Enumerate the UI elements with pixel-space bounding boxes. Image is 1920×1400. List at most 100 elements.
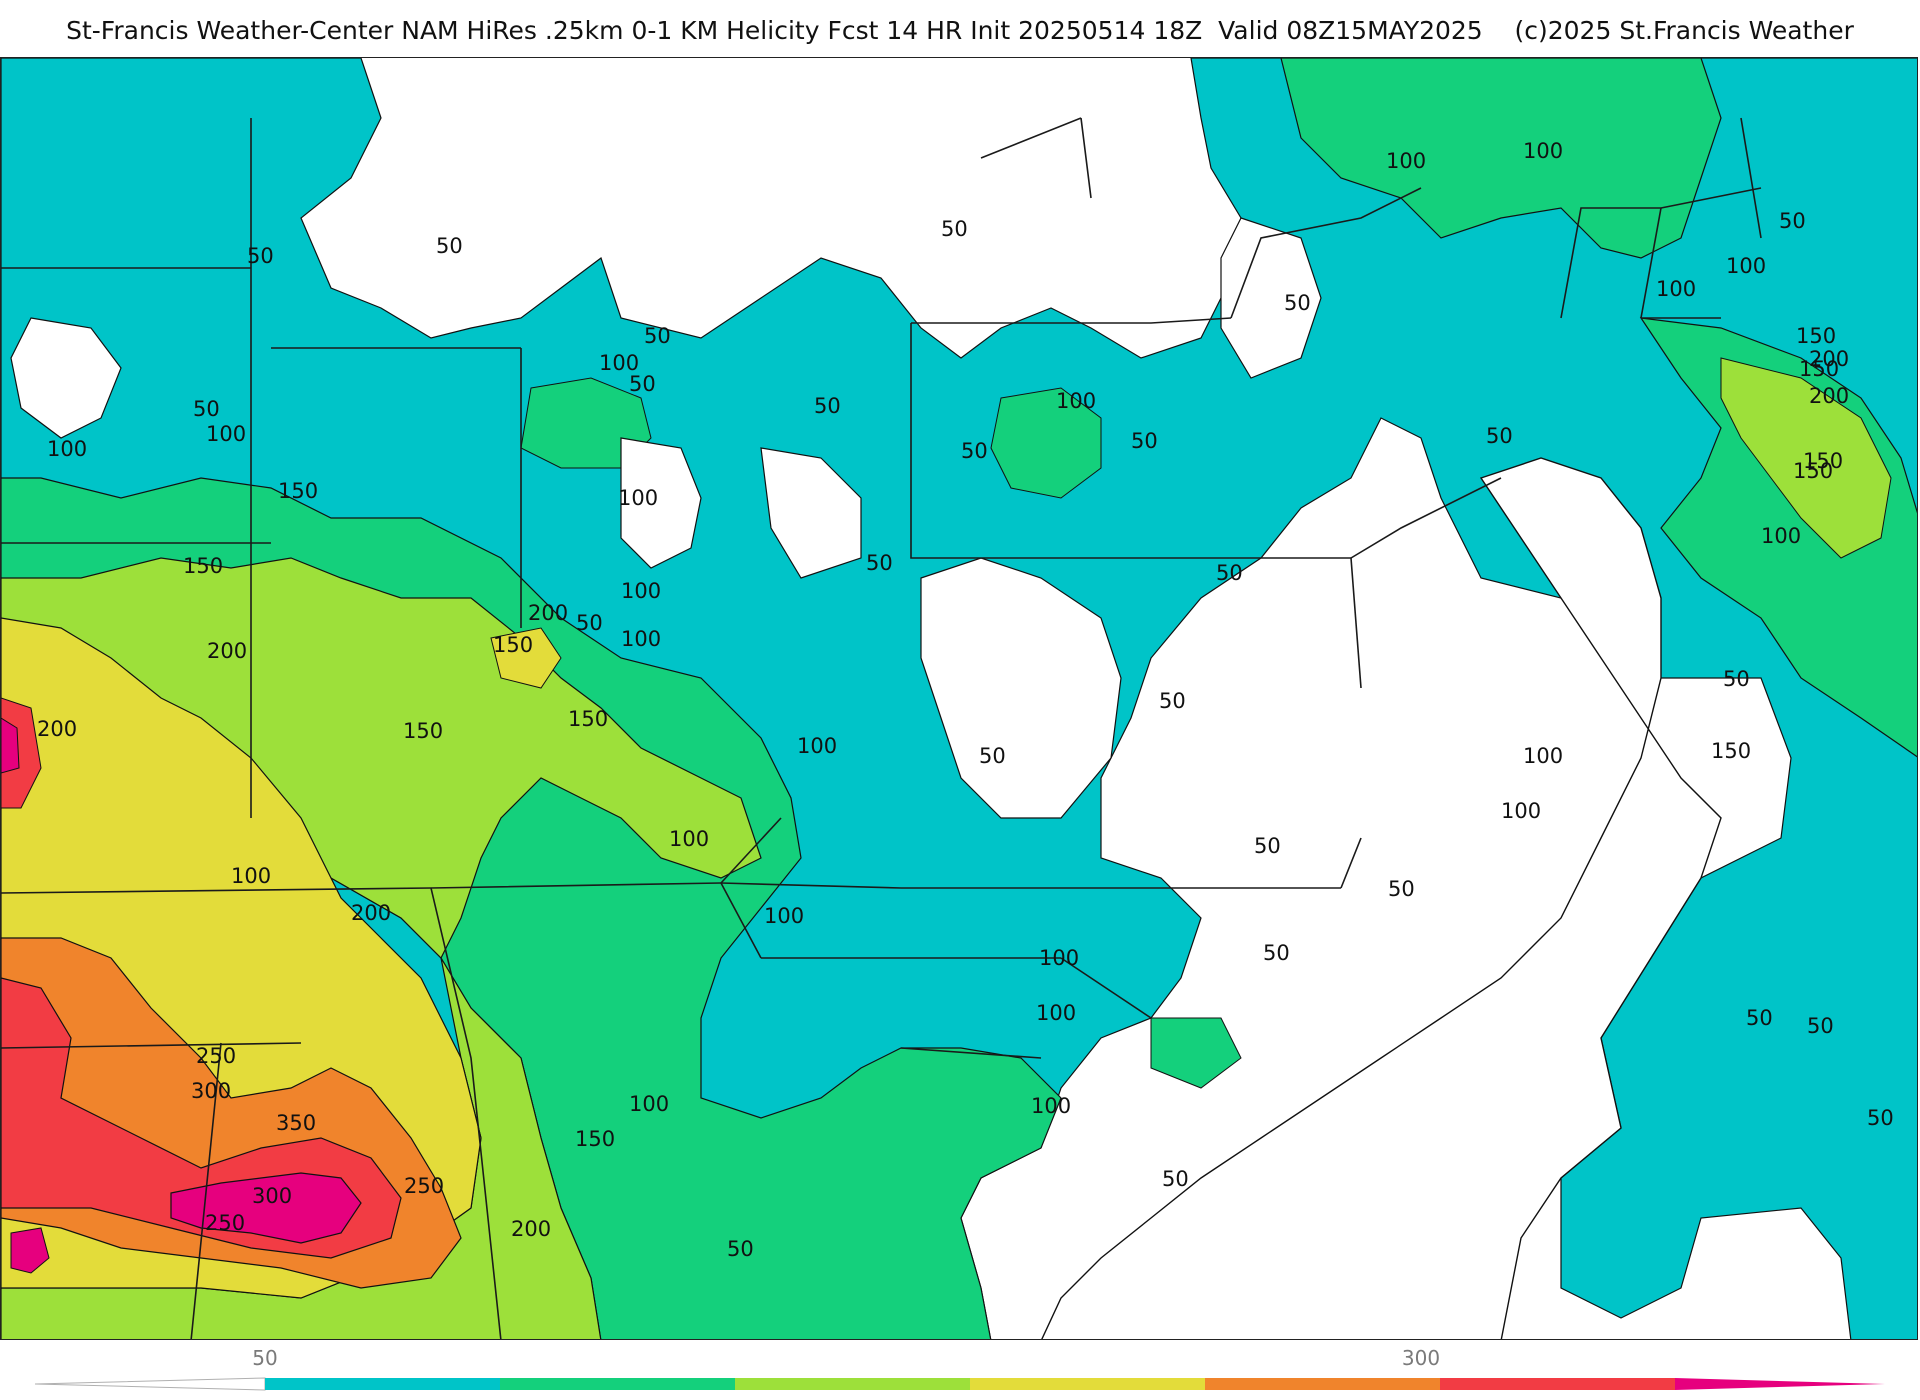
contour-label: 100 (1501, 799, 1541, 823)
contour-label: 50 (866, 551, 893, 575)
helicity-map: 100 100 50 50 50 50 100 50 100 50 50 50 … (0, 57, 1918, 1340)
contour-label: 50 (1159, 689, 1186, 713)
contour-label: 100 (206, 422, 246, 446)
contour-label: 100 (618, 486, 658, 510)
contour-label: 100 (1036, 1001, 1076, 1025)
contour-label: 50 (1263, 941, 1290, 965)
contour-label: 100 (1056, 389, 1096, 413)
contour-label: 100 (599, 351, 639, 375)
atlantic-ocean-low (1041, 457, 1722, 1339)
contour-label: 200 (37, 717, 77, 741)
contour-label: 50 (1807, 1014, 1834, 1038)
contour-label: 150 (1793, 459, 1833, 483)
contour-label: 50 (1131, 429, 1158, 453)
colorbar-segment (970, 1378, 1206, 1390)
contour-label: 150 (1711, 739, 1751, 763)
contour-label: 150 (183, 554, 223, 578)
contour-label: 100 (669, 827, 709, 851)
contour-label: 50 (1746, 1006, 1773, 1030)
colorbar-tick-label: 50 (252, 1346, 278, 1370)
contour-label: 100 (764, 904, 804, 928)
contour-label: 150 (1799, 357, 1839, 381)
contour-label: 50 (961, 439, 988, 463)
contour-label: 50 (727, 1237, 754, 1261)
contour-labels: 100 100 50 50 50 50 100 50 100 50 50 50 … (37, 139, 1894, 1261)
contour-label: 50 (1779, 209, 1806, 233)
colorbar-tick-label: 300 (1401, 1346, 1441, 1370)
contour-label: 50 (1216, 561, 1243, 585)
helicity-fill-350 (170, 1172, 362, 1244)
contour-label: 50 (1162, 1167, 1189, 1191)
helicity-fill-100-blob-c (1150, 1017, 1242, 1089)
map-title: St-Francis Weather-Center NAM HiRes .25k… (66, 16, 1854, 45)
contour-label: 300 (191, 1079, 231, 1103)
contour-label: 350 (276, 1111, 316, 1135)
colorbar-segment (500, 1378, 736, 1390)
contour-label: 50 (1486, 424, 1513, 448)
contour-label: 100 (1656, 277, 1696, 301)
contour-label: 100 (1523, 744, 1563, 768)
colorbar-gradient (34, 1377, 1885, 1391)
state-borders (1, 117, 1762, 1339)
helicity-white-pocket-5 (1220, 217, 1322, 379)
contour-label: 100 (1386, 149, 1426, 173)
contour-label: 100 (47, 437, 87, 461)
contour-label: 50 (629, 372, 656, 396)
contour-label: 200 (1809, 347, 1849, 371)
helicity-white-pocket-2 (10, 317, 122, 439)
contour-label: 50 (644, 324, 671, 348)
contour-label: 300 (252, 1184, 292, 1208)
contour-label: 50 (1388, 877, 1415, 901)
contour-label: 100 (1031, 1094, 1071, 1118)
contour-label: 50 (1867, 1106, 1894, 1130)
contour-label: 100 (231, 864, 271, 888)
contour-label: 150 (568, 707, 608, 731)
contour-label: 100 (621, 627, 661, 651)
contour-label: 100 (621, 579, 661, 603)
colorbar-segment (1440, 1378, 1676, 1390)
contour-label: 100 (797, 734, 837, 758)
helicity-fill-350-far-west (1, 717, 20, 774)
colorbar-segment (265, 1378, 501, 1390)
contour-label: 50 (1723, 667, 1750, 691)
helicity-white-pocket-4 (760, 447, 862, 579)
contour-label: 250 (196, 1044, 236, 1068)
contour-label: 50 (193, 397, 220, 421)
helicity-fill-150-northeast (1720, 357, 1892, 559)
contour-label: 50 (247, 244, 274, 268)
contour-label: 100 (629, 1092, 669, 1116)
contour-label: 150 (1803, 449, 1843, 473)
contour-label: 100 (1039, 946, 1079, 970)
contour-label: 100 (1761, 524, 1801, 548)
helicity-fill-350-west (10, 1227, 50, 1274)
contour-label: 250 (404, 1174, 444, 1198)
contour-label: 150 (493, 633, 533, 657)
map-canvas: 100 100 50 50 50 50 100 50 100 50 50 50 … (1, 58, 1917, 1339)
contour-label: 50 (1254, 834, 1281, 858)
contour-label: 150 (575, 1127, 615, 1151)
contour-label: 50 (979, 744, 1006, 768)
contour-label: 150 (278, 479, 318, 503)
contour-label: 200 (528, 601, 568, 625)
contour-label: 100 (1726, 254, 1766, 278)
colorbar-segment (1675, 1378, 1885, 1390)
contour-label: 200 (207, 639, 247, 663)
helicity-fill-200-blob (490, 627, 562, 689)
contour-label: 100 (1523, 139, 1563, 163)
helicity-white-pocket-3 (620, 437, 702, 569)
contour-label: 150 (403, 719, 443, 743)
contour-label: 200 (351, 901, 391, 925)
contour-label: 150 (1796, 324, 1836, 348)
contour-label: 50 (436, 234, 463, 258)
colorbar-segment (735, 1378, 971, 1390)
contour-label: 200 (511, 1217, 551, 1241)
helicity-white-pocket-1 (920, 557, 1122, 819)
colorbar-segment (1205, 1378, 1441, 1390)
contour-label: 50 (814, 394, 841, 418)
contour-label: 200 (1809, 384, 1849, 408)
contour-label: 50 (576, 611, 603, 635)
contour-label: 250 (205, 1211, 245, 1235)
colorbar-segment (34, 1377, 266, 1391)
colorbar: 50 300 (0, 1340, 1920, 1400)
contour-label: 50 (1284, 291, 1311, 315)
